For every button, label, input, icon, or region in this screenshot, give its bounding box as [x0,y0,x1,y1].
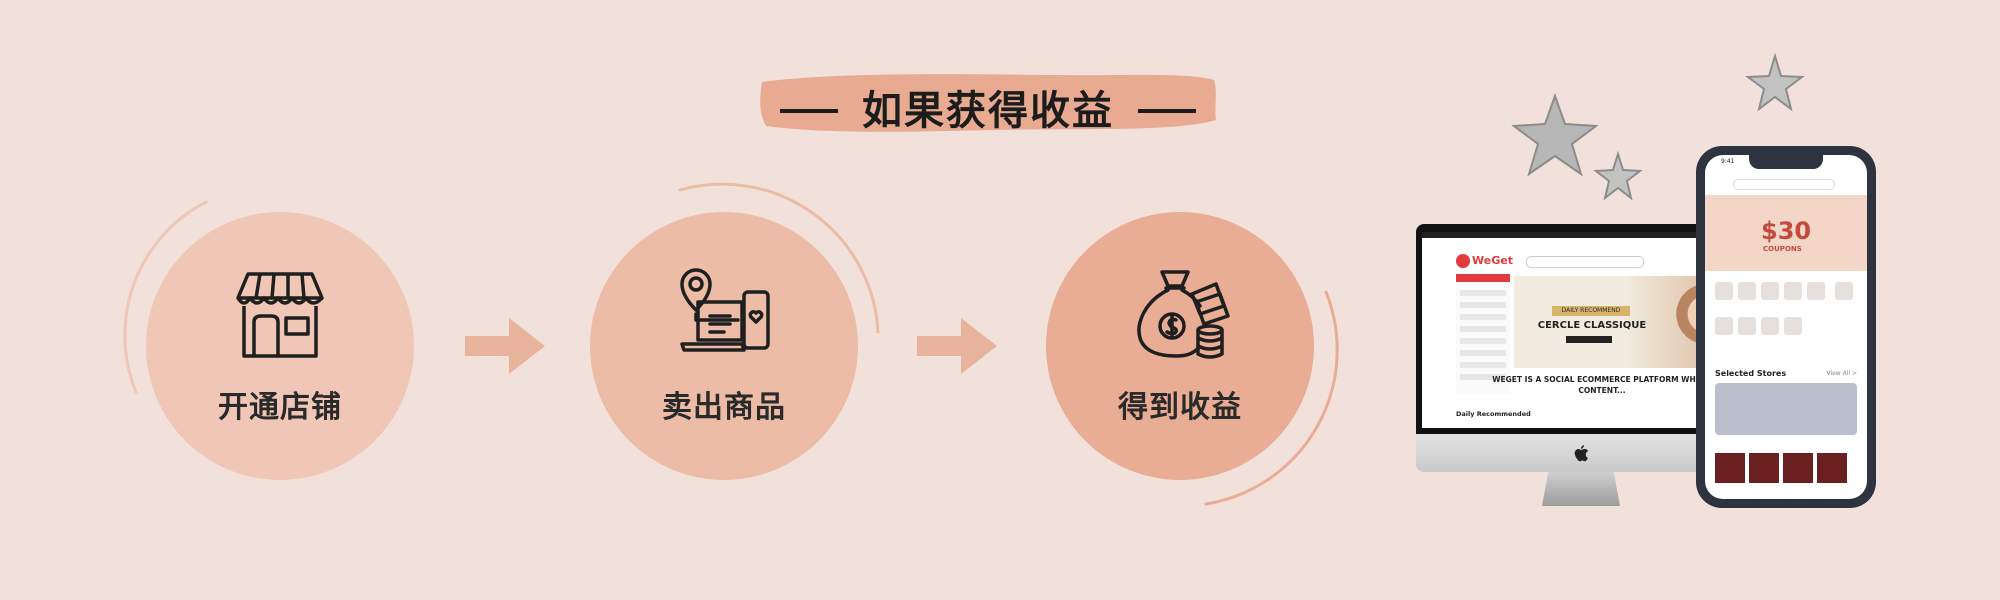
weget-logo-icon [1456,254,1470,268]
phone-coupon-banner [1705,195,1867,271]
step-label: 卖出商品 [662,390,786,425]
title-dash-left [780,109,838,113]
decorative-arc [1204,290,1339,506]
website-preview: WeGet DAILY RECOMMEND CERCLE CLASSIQUE W… [1422,232,1740,428]
step-sell-goods: 卖出商品 [590,182,880,480]
page-title-text: 如果获得收益 [862,88,1114,134]
site-slogan: WEGET IS A SOCIAL ECOMMERCE PLATFORM WHE… [1492,375,1712,395]
title-banner: 如果获得收益 [756,68,1220,136]
site-logo: WeGet [1472,254,1513,267]
coupon-amount: $30 [1761,217,1812,245]
phone-category-grid [1715,279,1859,349]
store-icon [236,272,324,358]
banner-title: CERCLE CLASSIQUE [1537,320,1647,331]
phone-product-thumbs [1715,453,1865,487]
phone-mockup: 9:41 $30 COUPONS Selected Stores View Al… [1696,146,1876,508]
title-dash-right [1138,109,1196,113]
site-search-bar [1526,256,1644,268]
decorative-arc [678,182,880,334]
category-list [1456,284,1510,394]
desktop-stand [1542,472,1620,506]
site-section-title: Daily Recommended [1456,410,1531,418]
apple-logo-icon [1574,445,1588,462]
phone-section-title: Selected Stores [1715,369,1787,378]
banner-tag: DAILY RECOMMEND [1552,306,1630,316]
phone-search-bar [1733,179,1835,190]
arrow-right-icon [917,318,997,374]
banner-button [1566,336,1612,343]
category-header [1456,274,1510,282]
phone-screen: 9:41 $30 COUPONS Selected Stores View Al… [1705,155,1867,499]
coupon-label: COUPONS [1763,245,1802,253]
glitter-stars-decoration [1511,52,1805,201]
site-topbar [1422,232,1740,238]
brush-stroke-decoration [760,74,1216,132]
decorative-arc [123,200,208,394]
page-title: 如果获得收益 [756,78,1220,136]
step-earn-income: 得到收益 [1046,212,1339,506]
phone-notch [1749,155,1823,169]
step-open-store: 开通店铺 [123,200,414,480]
phone-time: 9:41 [1721,158,1735,165]
arrow-right-icon [465,318,545,374]
money-bag-icon [1137,270,1230,359]
phone-view-all-link: View All > [1826,370,1857,377]
phone-store-card [1715,383,1857,435]
location-laptop-phone-icon [680,268,770,352]
step-label: 得到收益 [1118,390,1242,425]
step-label: 开通店铺 [218,390,342,425]
